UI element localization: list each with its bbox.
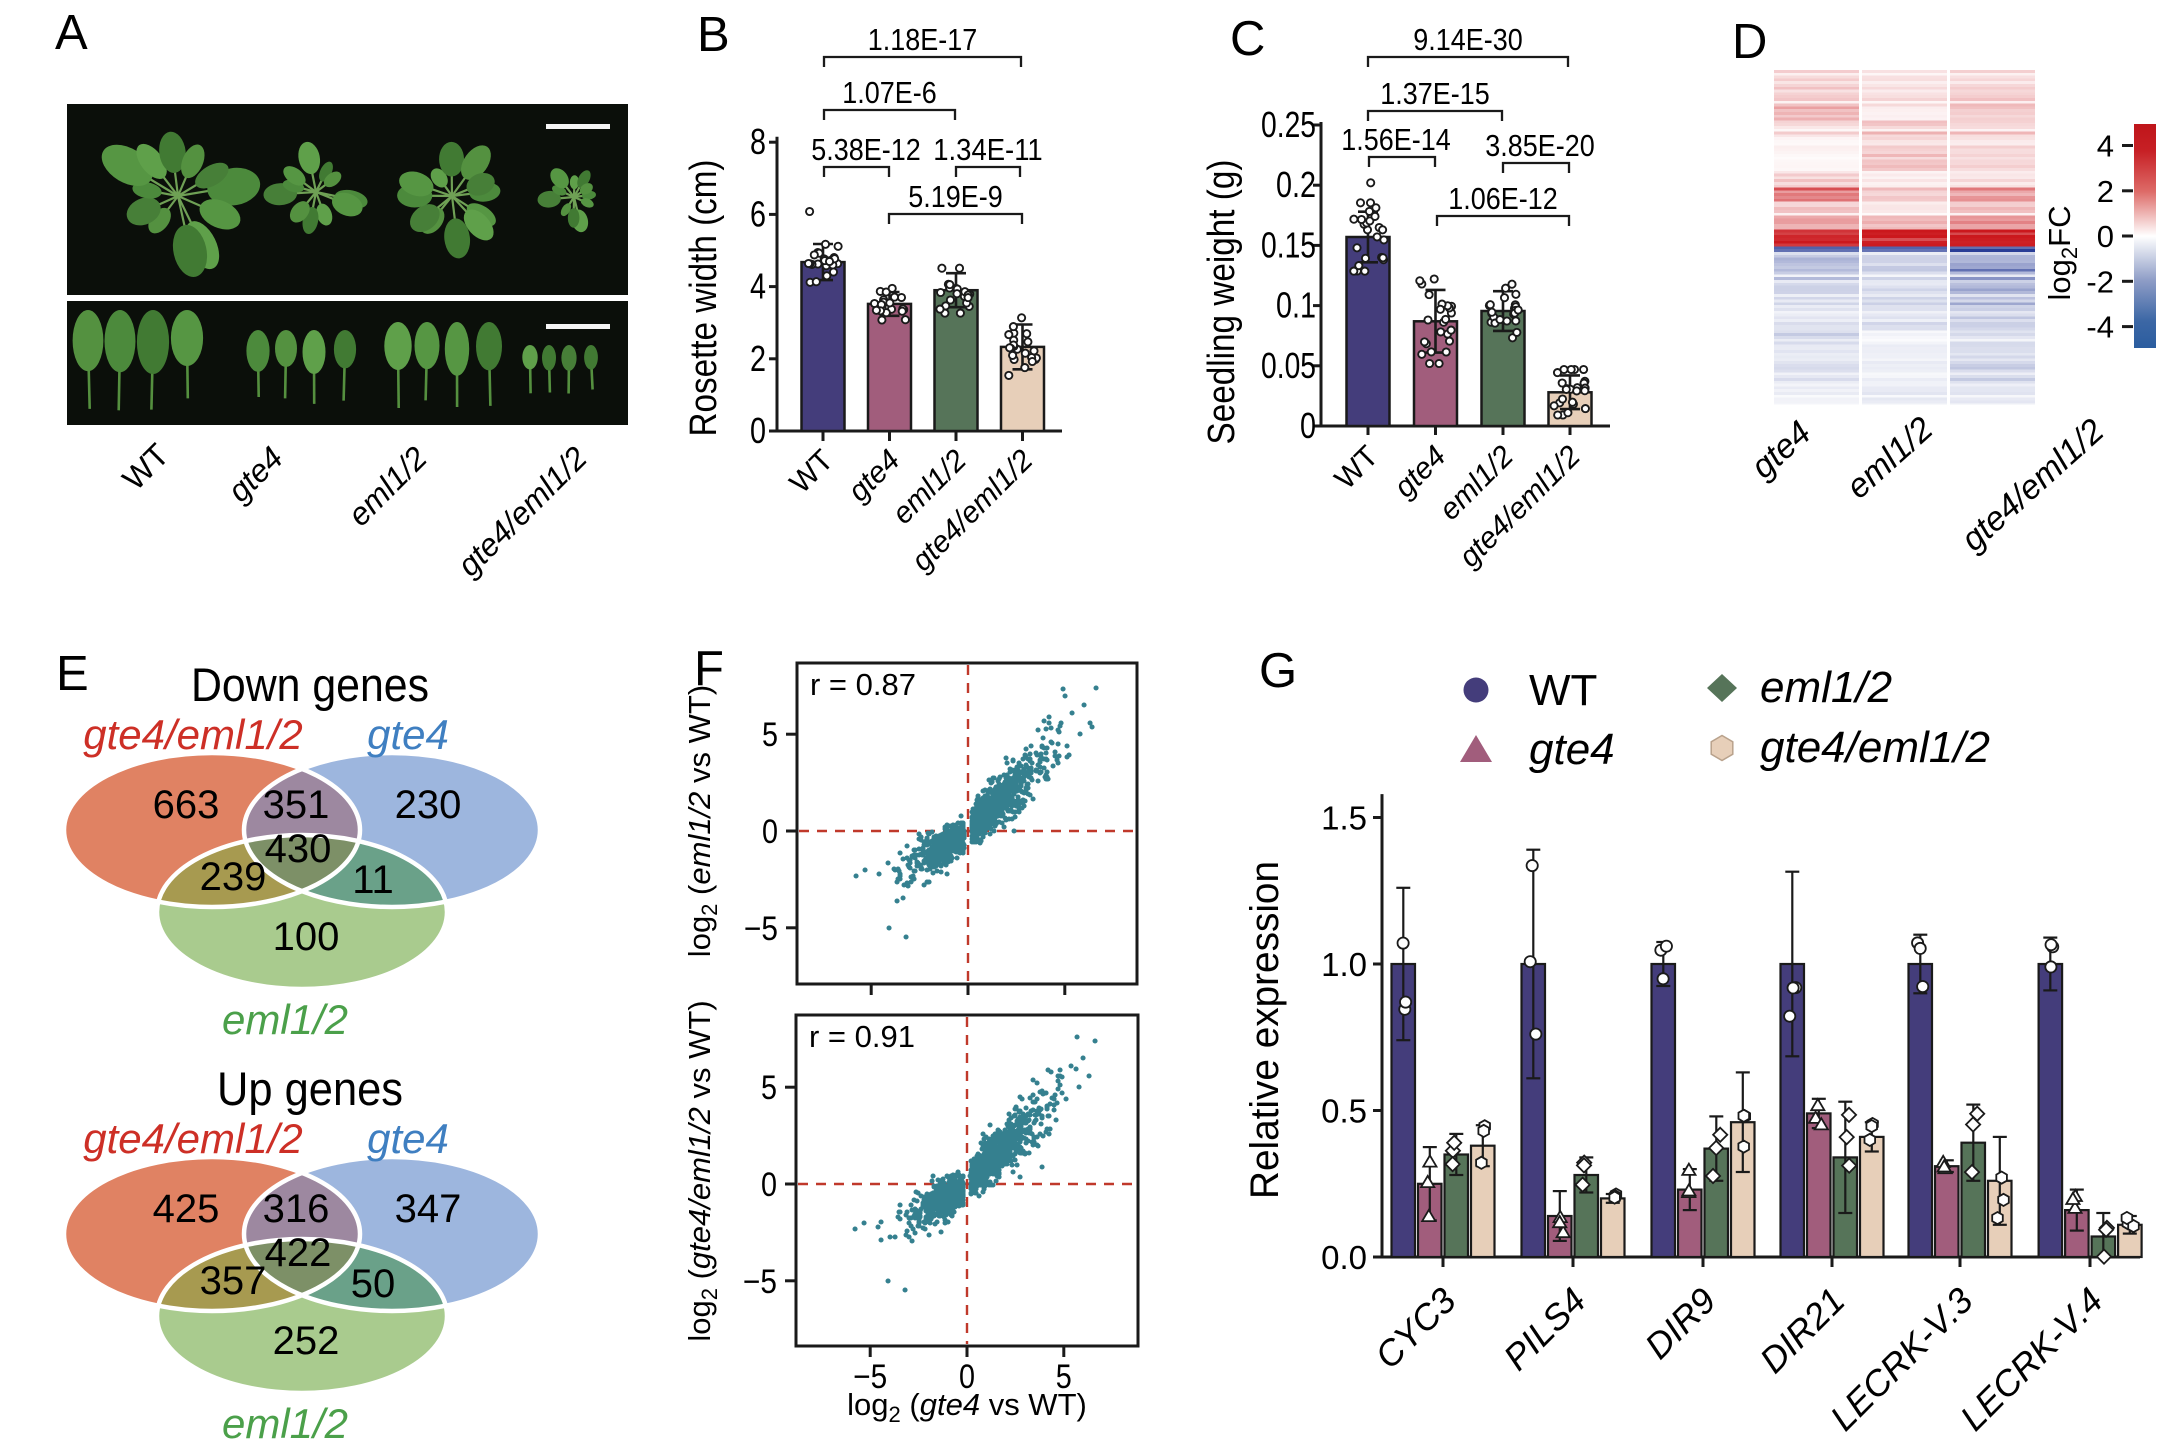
svg-text:4: 4 bbox=[750, 266, 766, 307]
svg-text:log2 (gte4 vs WT): log2 (gte4 vs WT) bbox=[847, 1387, 1087, 1427]
svg-text:-4: -4 bbox=[2086, 310, 2114, 345]
svg-text:−5: −5 bbox=[853, 1358, 887, 1396]
svg-text:6: 6 bbox=[750, 193, 766, 234]
svg-text:G: G bbox=[1259, 644, 1297, 698]
svg-text:357: 357 bbox=[200, 1259, 267, 1303]
svg-text:430: 430 bbox=[265, 827, 332, 871]
svg-text:316: 316 bbox=[263, 1187, 330, 1231]
svg-text:eml1/2: eml1/2 bbox=[1760, 663, 1892, 712]
svg-text:5: 5 bbox=[762, 716, 778, 754]
svg-text:eml1/2: eml1/2 bbox=[222, 996, 348, 1043]
svg-text:A: A bbox=[55, 6, 88, 60]
svg-text:0.05: 0.05 bbox=[1261, 345, 1316, 386]
svg-text:0: 0 bbox=[761, 1166, 777, 1204]
svg-text:-2: -2 bbox=[2086, 264, 2114, 299]
svg-text:1.5: 1.5 bbox=[1321, 800, 1367, 837]
svg-text:0.0: 0.0 bbox=[1321, 1239, 1367, 1276]
svg-text:351: 351 bbox=[263, 783, 330, 827]
svg-text:1.18E-17: 1.18E-17 bbox=[868, 22, 977, 57]
svg-text:347: 347 bbox=[395, 1187, 462, 1231]
svg-text:Down genes: Down genes bbox=[191, 658, 429, 711]
svg-text:0: 0 bbox=[1300, 405, 1316, 446]
svg-text:50: 50 bbox=[351, 1262, 396, 1306]
svg-text:230: 230 bbox=[395, 783, 462, 827]
svg-text:1.06E-12: 1.06E-12 bbox=[1448, 181, 1557, 216]
svg-text:2: 2 bbox=[2097, 174, 2114, 209]
svg-text:Rosette width (cm): Rosette width (cm) bbox=[683, 160, 725, 437]
svg-text:1.37E-15: 1.37E-15 bbox=[1380, 76, 1489, 111]
svg-text:252: 252 bbox=[273, 1319, 340, 1363]
svg-text:log2 (gte4/eml1/2 vs WT): log2 (gte4/eml1/2 vs WT) bbox=[682, 1000, 722, 1341]
svg-text:239: 239 bbox=[200, 855, 267, 899]
svg-text:D: D bbox=[1732, 15, 1767, 69]
svg-text:Relative expression: Relative expression bbox=[1243, 861, 1287, 1199]
svg-text:5.19E-9: 5.19E-9 bbox=[908, 179, 1002, 214]
svg-text:1.56E-14: 1.56E-14 bbox=[1341, 122, 1450, 157]
svg-text:B: B bbox=[697, 8, 730, 62]
svg-text:0: 0 bbox=[750, 410, 766, 451]
svg-text:0.15: 0.15 bbox=[1261, 224, 1316, 265]
svg-text:4: 4 bbox=[2097, 129, 2114, 164]
svg-text:F: F bbox=[694, 642, 724, 696]
svg-text:r = 0.91: r = 0.91 bbox=[809, 1019, 915, 1054]
svg-text:2: 2 bbox=[750, 338, 766, 379]
svg-text:r = 0.87: r = 0.87 bbox=[810, 667, 916, 702]
svg-text:gte4/eml1/2: gte4/eml1/2 bbox=[83, 1115, 302, 1162]
svg-text:100: 100 bbox=[273, 915, 340, 959]
svg-text:3.85E-20: 3.85E-20 bbox=[1485, 128, 1594, 163]
svg-text:0.2: 0.2 bbox=[1276, 164, 1316, 205]
svg-text:gte4: gte4 bbox=[1529, 725, 1615, 774]
svg-text:0.25: 0.25 bbox=[1261, 104, 1316, 145]
svg-text:0: 0 bbox=[2097, 219, 2114, 254]
svg-text:422: 422 bbox=[265, 1231, 332, 1275]
svg-text:0: 0 bbox=[959, 1358, 975, 1396]
svg-text:1.34E-11: 1.34E-11 bbox=[933, 132, 1042, 167]
svg-text:−5: −5 bbox=[744, 910, 778, 948]
svg-text:5.38E-12: 5.38E-12 bbox=[811, 132, 920, 167]
svg-text:0: 0 bbox=[762, 813, 778, 851]
svg-text:eml1/2: eml1/2 bbox=[222, 1400, 348, 1447]
svg-text:5: 5 bbox=[761, 1069, 777, 1107]
svg-text:663: 663 bbox=[153, 783, 220, 827]
svg-text:1.0: 1.0 bbox=[1321, 946, 1367, 983]
svg-text:0.5: 0.5 bbox=[1321, 1093, 1367, 1130]
svg-text:gte4: gte4 bbox=[367, 1115, 449, 1162]
svg-text:1.07E-6: 1.07E-6 bbox=[842, 75, 936, 110]
svg-text:8: 8 bbox=[750, 121, 766, 162]
svg-text:11: 11 bbox=[352, 858, 394, 902]
svg-text:gte4/eml1/2: gte4/eml1/2 bbox=[83, 711, 302, 758]
svg-text:0.1: 0.1 bbox=[1276, 285, 1316, 326]
svg-text:9.14E-30: 9.14E-30 bbox=[1413, 22, 1522, 57]
svg-text:log2 (eml1/2 vs WT): log2 (eml1/2 vs WT) bbox=[682, 685, 722, 957]
svg-text:425: 425 bbox=[153, 1187, 220, 1231]
svg-text:E: E bbox=[56, 647, 89, 701]
svg-text:−5: −5 bbox=[743, 1263, 777, 1301]
svg-text:WT: WT bbox=[1529, 666, 1597, 715]
svg-text:5: 5 bbox=[1056, 1358, 1072, 1396]
svg-text:Seedling weight (g): Seedling weight (g) bbox=[1201, 160, 1243, 445]
svg-text:gte4/eml1/2: gte4/eml1/2 bbox=[1760, 723, 1990, 772]
svg-text:Up genes: Up genes bbox=[217, 1062, 403, 1115]
svg-text:C: C bbox=[1230, 12, 1265, 66]
svg-text:gte4: gte4 bbox=[367, 711, 449, 758]
